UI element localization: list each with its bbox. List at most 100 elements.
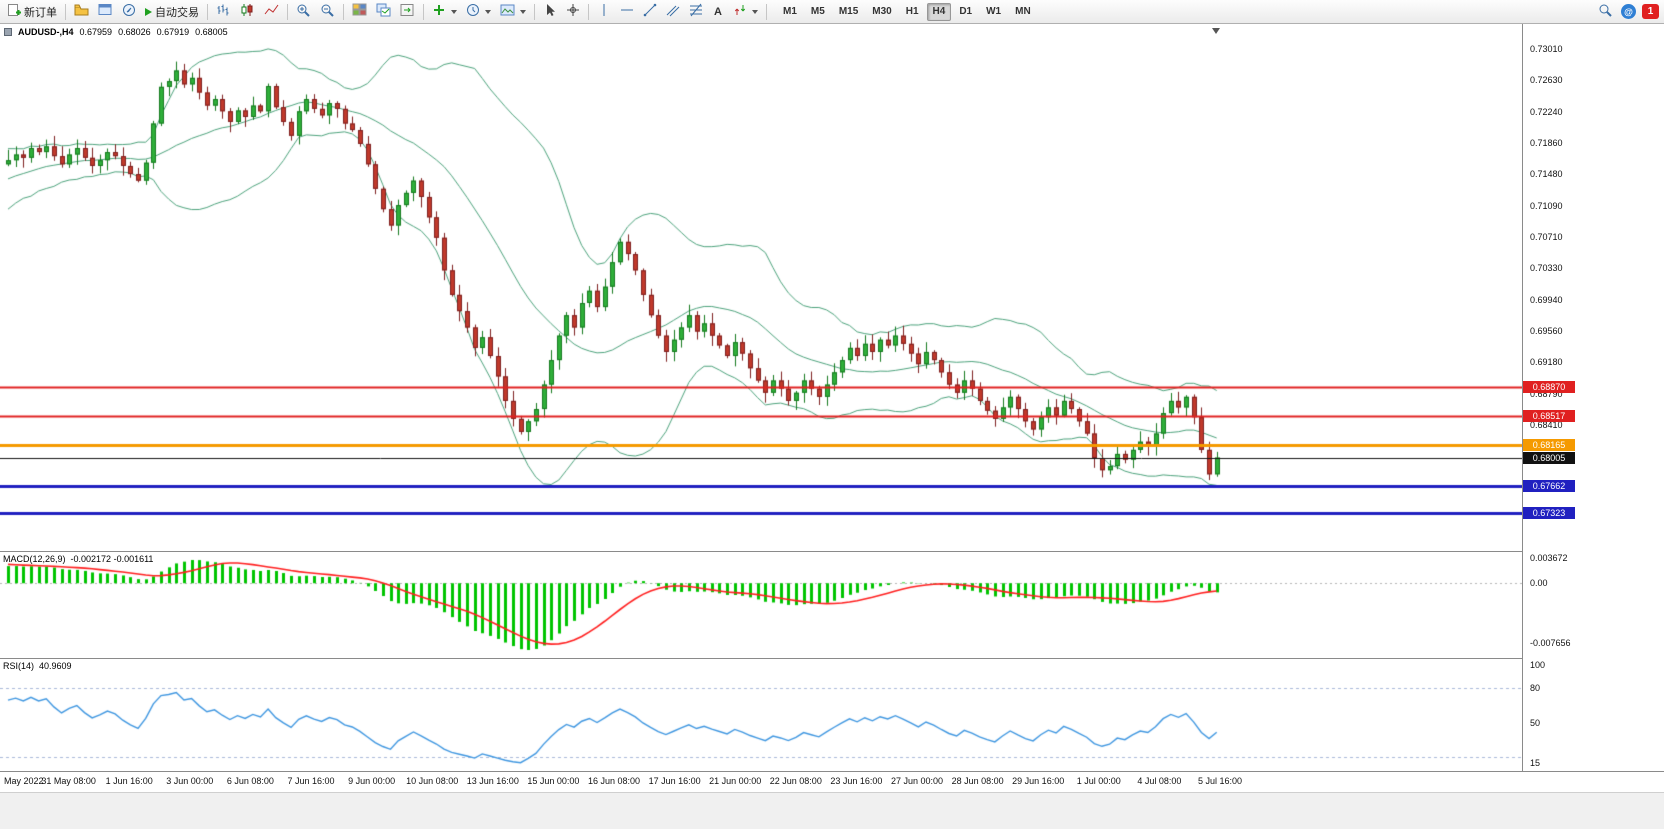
notification-badge[interactable]: 1 bbox=[1642, 4, 1659, 19]
toolbar-separator bbox=[65, 3, 66, 20]
profiles-button[interactable] bbox=[70, 2, 93, 22]
high-value: 0.68026 bbox=[118, 27, 151, 37]
price-axis-label: 0.71090 bbox=[1530, 200, 1563, 211]
candlestick-chart-icon bbox=[240, 3, 255, 20]
horizontal-line-button[interactable] bbox=[616, 2, 638, 22]
vertical-line-icon bbox=[597, 3, 611, 20]
new-order-button[interactable]: 新订单 bbox=[3, 2, 61, 22]
price-axis-label: 0.71480 bbox=[1530, 169, 1563, 180]
time-axis[interactable]: May 2022 31 May 08:00 1 Jun 16:00 3 Jun 00:… bbox=[0, 772, 1664, 792]
timeframe-h4-button[interactable]: H4 bbox=[926, 2, 952, 21]
tile-windows-button[interactable] bbox=[348, 2, 371, 22]
chart-shift-marker[interactable] bbox=[1212, 28, 1220, 34]
hline-price-tag: 0.68870 bbox=[1523, 381, 1575, 394]
timeframe-toolbar: M1 M5 M15 M30 H1 H4 D1 W1 MN bbox=[777, 2, 1037, 21]
templates-button[interactable] bbox=[496, 2, 530, 22]
low-value: 0.67919 bbox=[156, 27, 190, 37]
chart-info-line: AUDUSD-,H4 0.67959 0.68026 0.67919 0.680… bbox=[4, 27, 228, 37]
panel-separator bbox=[0, 771, 1664, 772]
timeframe-m30-button[interactable]: M30 bbox=[872, 6, 892, 17]
bar-chart-icon bbox=[216, 3, 231, 20]
text-tool-icon: A bbox=[714, 5, 722, 18]
price-axis-label: 0.70710 bbox=[1530, 231, 1563, 242]
status-strip bbox=[0, 792, 1664, 829]
chevron-down-icon bbox=[451, 9, 457, 14]
macd-axis-label: -0.007656 bbox=[1530, 638, 1571, 649]
time-axis-label: 1 Jun 16:00 bbox=[105, 776, 153, 786]
cascade-windows-button[interactable] bbox=[372, 2, 395, 22]
macd-title: MACD(12,26,9) bbox=[3, 554, 66, 564]
macd-axis-label: 0.00 bbox=[1530, 578, 1548, 589]
timeframe-w1-button[interactable]: W1 bbox=[986, 6, 1002, 17]
bar-chart-button[interactable] bbox=[212, 2, 235, 22]
timeframe-m5-button[interactable]: M5 bbox=[810, 6, 825, 17]
candlestick-chart-button[interactable] bbox=[236, 2, 259, 22]
rsi-axis-label: 80 bbox=[1530, 683, 1541, 694]
timeframe-mn-button[interactable]: MN bbox=[1015, 6, 1031, 17]
price-axis[interactable]: 0.73010 0.72630 0.72240 0.71860 0.71480 0.710… bbox=[1523, 24, 1664, 771]
rsi-title: RSI(14) bbox=[3, 661, 35, 671]
rsi-panel-canvas[interactable] bbox=[0, 659, 1522, 771]
folder-icon bbox=[74, 3, 89, 20]
channel-button[interactable] bbox=[662, 2, 684, 22]
cursor-button[interactable] bbox=[539, 2, 561, 22]
toolbar-separator bbox=[343, 3, 344, 20]
panel-separator[interactable] bbox=[0, 551, 1664, 552]
navigator-button[interactable] bbox=[118, 2, 140, 22]
crosshair-icon bbox=[566, 3, 580, 20]
timeframe-d1-button[interactable]: D1 bbox=[959, 6, 973, 17]
chart-window: AUDUSD-,H4 0.67959 0.68026 0.67919 0.680… bbox=[0, 24, 1664, 829]
symbol-period-label: AUDUSD-,H4 bbox=[18, 27, 74, 37]
vertical-line-button[interactable] bbox=[593, 2, 615, 22]
cascade-windows-icon bbox=[376, 3, 391, 20]
timeframe-m15-button[interactable]: M15 bbox=[838, 6, 859, 17]
macd-label: MACD(12,26,9) -0.002172 -0.001611 bbox=[3, 554, 153, 564]
time-axis-label: 31 May 08:00 bbox=[41, 776, 96, 786]
price-axis-label: 0.72630 bbox=[1530, 75, 1563, 86]
fibonacci-button[interactable] bbox=[685, 2, 707, 22]
price-axis-separator[interactable] bbox=[1522, 24, 1523, 771]
price-axis-label: 0.69560 bbox=[1530, 325, 1563, 336]
panel-separator[interactable] bbox=[0, 658, 1664, 659]
macd-panel-canvas[interactable] bbox=[0, 552, 1522, 658]
time-axis-label: May 2022 bbox=[4, 776, 44, 786]
toolbar-separator bbox=[588, 3, 589, 20]
price-axis-label: 0.73010 bbox=[1530, 44, 1563, 55]
channel-icon bbox=[666, 3, 680, 20]
crosshair-button[interactable] bbox=[562, 2, 584, 22]
toolbar-separator bbox=[766, 3, 767, 20]
open-value: 0.67959 bbox=[79, 27, 113, 37]
market-watch-button[interactable] bbox=[94, 2, 117, 22]
arrows-button[interactable] bbox=[729, 2, 762, 22]
rsi-axis-label: 15 bbox=[1530, 758, 1541, 768]
timeframe-m1-button[interactable]: M1 bbox=[783, 6, 797, 17]
rsi-label: RSI(14) 40.9609 bbox=[3, 661, 72, 671]
time-axis-label: 15 Jun 00:00 bbox=[527, 776, 580, 786]
time-axis-label: 6 Jun 08:00 bbox=[226, 776, 274, 786]
chart-shift-button[interactable] bbox=[396, 2, 419, 22]
template-icon bbox=[500, 3, 515, 20]
arrows-icon bbox=[733, 3, 747, 20]
hline-price-tag: 0.68517 bbox=[1523, 409, 1575, 422]
indicators-button[interactable] bbox=[428, 2, 461, 22]
zoom-in-button[interactable] bbox=[292, 2, 315, 22]
chevron-down-icon bbox=[752, 9, 758, 14]
hline-price-tag: 0.68165 bbox=[1523, 438, 1575, 451]
timeframe-h1-button[interactable]: H1 bbox=[905, 6, 919, 17]
messages-icon[interactable]: @ bbox=[1621, 4, 1636, 19]
auto-trading-button[interactable]: 自动交易 bbox=[141, 2, 203, 22]
price-axis-label: 0.72240 bbox=[1530, 107, 1563, 118]
chart-shift-icon bbox=[400, 3, 415, 20]
time-axis-label: 9 Jun 00:00 bbox=[348, 776, 396, 786]
search-button[interactable] bbox=[1594, 2, 1617, 22]
text-button[interactable]: A bbox=[708, 2, 728, 22]
trendline-button[interactable] bbox=[639, 2, 661, 22]
periods-button[interactable] bbox=[462, 2, 495, 22]
time-axis-label: 5 Jul 16:00 bbox=[1197, 776, 1243, 786]
line-chart-button[interactable] bbox=[260, 2, 283, 22]
zoom-out-button[interactable] bbox=[316, 2, 339, 22]
fibonacci-icon bbox=[689, 3, 703, 20]
rsi-value: 40.9609 bbox=[39, 661, 72, 671]
price-chart-canvas[interactable] bbox=[0, 24, 1522, 551]
time-axis-label: 28 Jun 08:00 bbox=[951, 776, 1004, 786]
